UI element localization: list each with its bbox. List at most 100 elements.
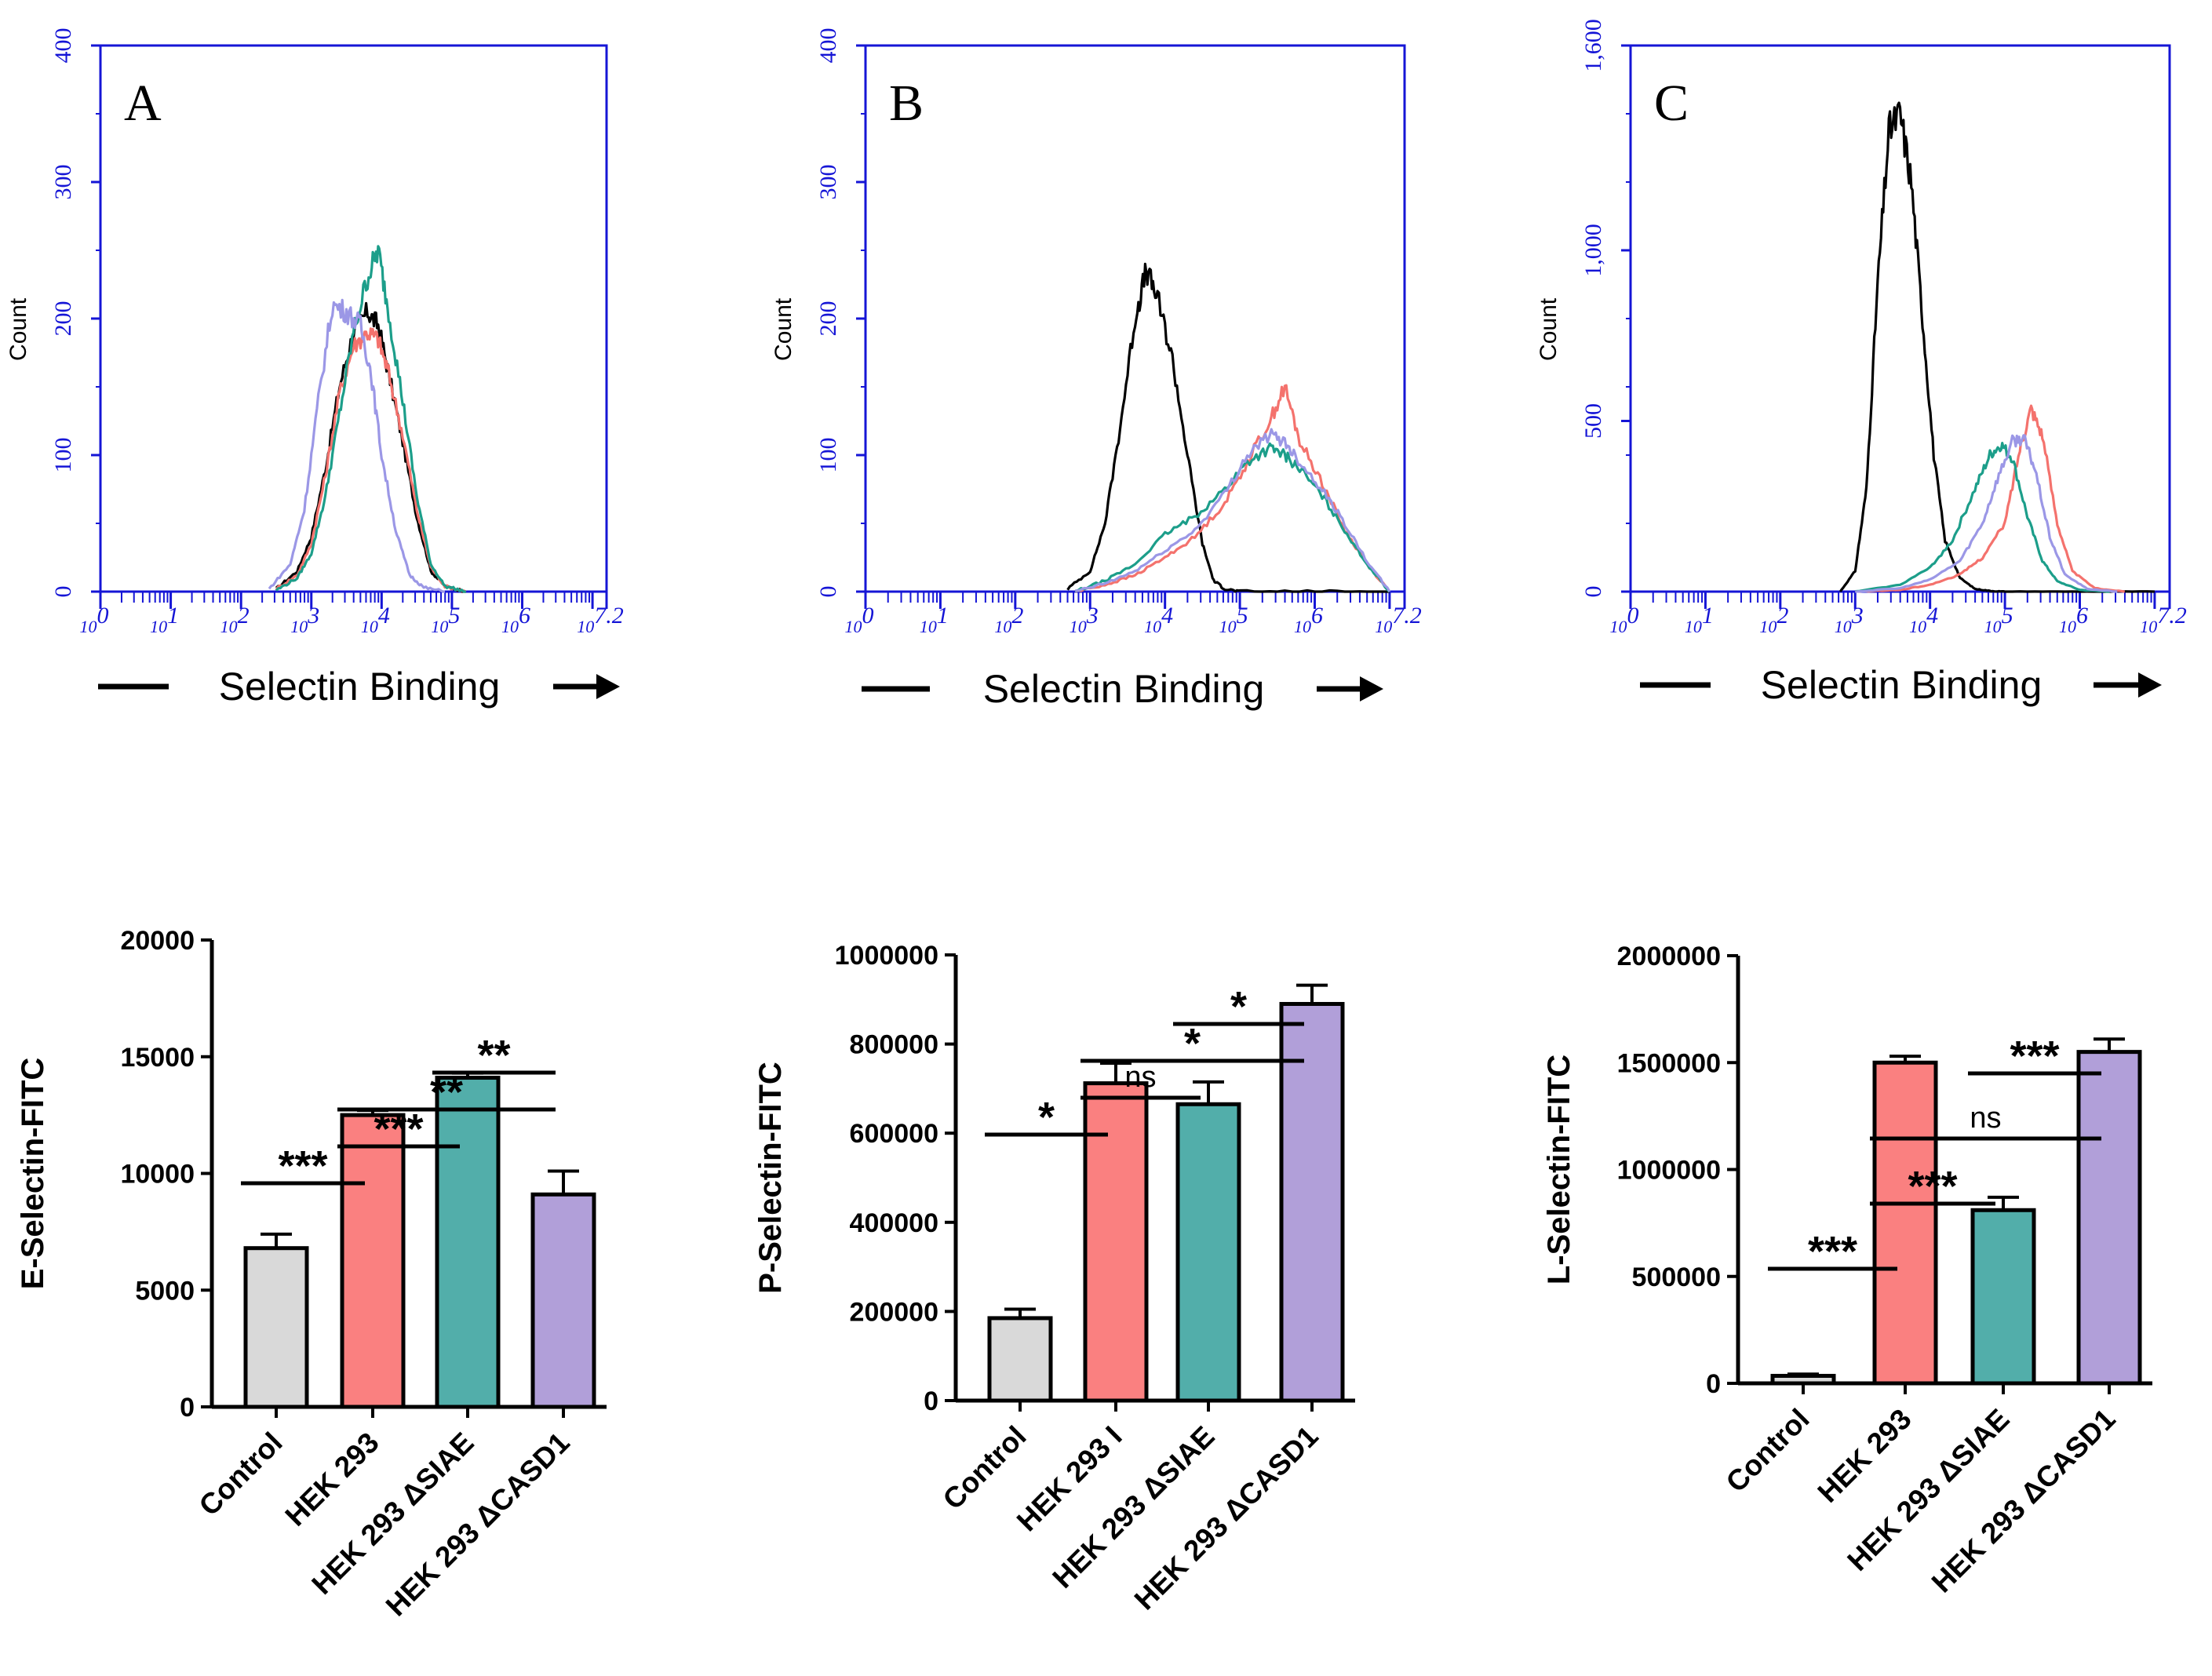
x-tick-label: 106: [2059, 603, 2088, 636]
category-label: HEK 293 ΔSIAE: [305, 1426, 479, 1601]
x-tick-label: 104: [361, 603, 390, 636]
x-tick-base: 10: [2059, 617, 2076, 636]
x-tick-base: 10: [1070, 617, 1087, 636]
histogram-series-siae: [275, 245, 466, 593]
category-label: HEK 293 ΔCASD1: [1128, 1420, 1325, 1616]
bar-casd1: [2076, 1050, 2142, 1386]
histogram-series-control: [1066, 262, 1390, 593]
bar-hek293: [340, 1113, 406, 1409]
y-tick-label: 0: [1706, 1369, 1721, 1399]
y-tick-label: 400: [50, 28, 76, 64]
xlabel-arrow-head: [1360, 676, 1383, 701]
bar-siae: [1970, 1208, 2036, 1386]
panel-letter: B: [889, 75, 924, 132]
x-tick-exponent: 0: [97, 603, 109, 628]
y-tick-label: 500000: [1632, 1262, 1721, 1292]
significance-label: *: [1230, 983, 1247, 1030]
y-tick-label: 100: [815, 438, 841, 473]
x-tick-label: 102: [1759, 603, 1788, 636]
x-tick-exponent: 2: [238, 603, 250, 628]
x-tick-label: 101: [1685, 603, 1714, 636]
x-tick-exponent: 2: [1777, 603, 1788, 628]
x-tick-exponent: 5: [1237, 603, 1248, 628]
x-tick-exponent: 7.2: [1392, 603, 1422, 628]
x-tick-base: 10: [290, 617, 308, 636]
bar-casd1: [1279, 1001, 1345, 1403]
y-tick-label: 500: [1580, 403, 1606, 439]
x-tick-exponent: 1: [167, 603, 179, 628]
x-tick-label: 101: [150, 603, 179, 636]
y-tick-label: 800000: [850, 1030, 938, 1060]
y-tick-label: 5000: [135, 1276, 195, 1306]
x-tick-exponent: 1: [937, 603, 949, 628]
histogram-series-control: [275, 301, 466, 593]
x-tick-exponent: 5: [2002, 603, 2013, 628]
x-tick-base: 10: [220, 617, 238, 636]
x-tick-exponent: 0: [862, 603, 874, 628]
x-tick-base: 10: [1219, 617, 1237, 636]
histogram-y-axis-label: Count: [1536, 297, 1562, 361]
x-tick-base: 10: [994, 617, 1011, 636]
x-tick-label: 102: [220, 603, 250, 636]
xlabel-arrow-head: [2138, 672, 2162, 698]
bar-chart-p-selectin: 0 200000 400000 600000 800000 1000000 P-Select…: [753, 941, 1355, 1616]
x-tick-label: 107.2: [577, 603, 624, 636]
y-tick-label: 300: [50, 165, 76, 200]
y-tick-label: 1000000: [1617, 1156, 1721, 1186]
significance-label: *: [1184, 1020, 1201, 1067]
x-tick-label: 100: [80, 603, 109, 636]
x-tick-exponent: 7.2: [594, 603, 624, 628]
x-tick-label: 105: [431, 603, 460, 636]
category-label: HEK 293: [1812, 1403, 1918, 1509]
y-tick-label: 0: [50, 586, 76, 598]
x-tick-base: 10: [501, 617, 519, 636]
y-tick-label: 0: [1580, 586, 1606, 598]
significance-label: **: [430, 1069, 463, 1116]
y-tick-label: 100: [50, 438, 76, 473]
x-tick-exponent: 3: [1851, 603, 1864, 628]
y-tick-label: 0: [924, 1386, 938, 1416]
x-tick-base: 10: [431, 617, 448, 636]
x-tick-base: 10: [1984, 617, 2002, 636]
bar-siae: [1175, 1102, 1241, 1403]
y-tick-label: 20000: [120, 926, 195, 956]
y-tick-label: 200: [815, 301, 841, 337]
y-tick-label: 300: [815, 165, 841, 200]
histogram-series-siae: [1855, 441, 2110, 593]
significance-label: ***: [1808, 1228, 1857, 1275]
x-tick-exponent: 4: [378, 603, 390, 628]
y-tick-label: 200000: [850, 1297, 938, 1327]
x-tick-base: 10: [1685, 617, 1702, 636]
x-tick-base: 10: [1759, 617, 1777, 636]
y-tick-label: 400000: [850, 1208, 938, 1238]
x-tick-exponent: 6: [2076, 603, 2088, 628]
x-tick-base: 10: [920, 617, 937, 636]
histogram-x-axis-label: Selectin Binding: [219, 665, 501, 709]
x-tick-label: 104: [1909, 603, 1938, 636]
histogram-frame: [1629, 44, 2171, 593]
x-tick-base: 10: [845, 617, 862, 636]
significance-label: ***: [1908, 1163, 1957, 1210]
x-tick-label: 101: [920, 603, 949, 636]
histogram-series-casd1: [1075, 428, 1391, 592]
x-tick-label: 105: [1984, 603, 2013, 636]
category-label: Control: [1720, 1403, 1816, 1499]
bar-chart-e-selectin: 0 5000 10000 15000 20000 E-Selectin-FITC Contr…: [16, 926, 607, 1623]
x-tick-base: 10: [1835, 617, 1852, 636]
histogram-x-axis-label: Selectin Binding: [983, 667, 1265, 711]
x-tick-label: 103: [1070, 603, 1099, 636]
bar-siae: [435, 1076, 501, 1409]
x-tick-label: 106: [1294, 603, 1323, 636]
x-tick-base: 10: [1909, 617, 1926, 636]
x-tick-exponent: 6: [1311, 603, 1323, 628]
x-tick-exponent: 5: [448, 603, 460, 628]
x-tick-label: 100: [845, 603, 874, 636]
x-tick-exponent: 7.2: [2157, 603, 2187, 628]
histogram-y-axis-label: Count: [5, 297, 31, 361]
bar-control: [987, 1316, 1053, 1403]
x-tick-label: 104: [1144, 603, 1173, 636]
x-tick-label: 106: [501, 603, 530, 636]
